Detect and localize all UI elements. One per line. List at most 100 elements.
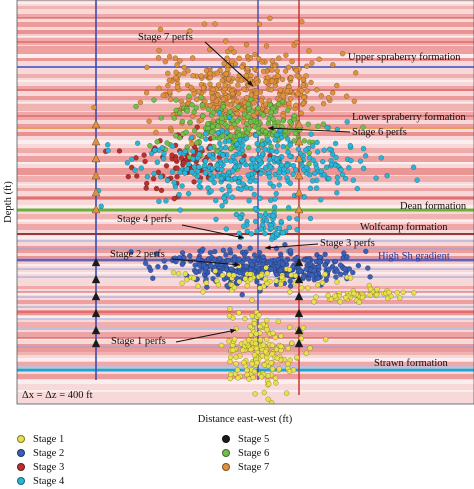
event-point — [161, 150, 167, 157]
event-point — [322, 271, 328, 277]
event-point — [339, 171, 346, 178]
event-point — [279, 134, 285, 141]
event-point — [236, 244, 243, 250]
event-point — [303, 147, 309, 153]
event-point — [251, 100, 257, 106]
event-point — [323, 336, 329, 343]
legend-item: Stage 5 — [222, 433, 269, 445]
event-point — [263, 43, 270, 49]
event-point — [173, 133, 179, 139]
event-point — [184, 166, 190, 172]
red-band — [17, 58, 474, 61]
event-point — [250, 374, 256, 381]
event-point — [150, 275, 156, 281]
event-point — [332, 140, 339, 147]
event-point — [173, 107, 179, 114]
event-point — [173, 69, 179, 76]
event-point — [256, 312, 262, 318]
event-point — [142, 260, 149, 266]
event-point — [295, 91, 301, 97]
event-point — [251, 191, 258, 198]
event-point — [133, 103, 139, 110]
event-point — [264, 137, 271, 143]
event-point — [230, 272, 237, 278]
event-point — [367, 286, 374, 292]
formation-label: High Sh gradient — [378, 251, 450, 262]
perf-marker — [91, 136, 101, 146]
event-point — [189, 55, 196, 61]
perf-marker — [294, 119, 304, 129]
event-point — [310, 157, 316, 163]
event-point — [315, 282, 321, 288]
event-point — [231, 336, 238, 342]
event-point — [265, 396, 271, 402]
event-point — [278, 218, 284, 225]
event-point — [213, 197, 219, 204]
red-band — [17, 168, 474, 175]
event-point — [248, 231, 255, 237]
event-point — [294, 254, 300, 261]
event-point — [231, 257, 238, 263]
event-point — [184, 108, 190, 114]
event-point — [289, 340, 295, 346]
event-point — [169, 152, 175, 158]
event-point — [303, 266, 309, 272]
event-point — [249, 313, 255, 319]
white-band — [17, 205, 474, 209]
event-point — [171, 179, 177, 186]
event-point — [355, 262, 362, 269]
event-point — [219, 133, 226, 139]
event-point — [286, 100, 292, 107]
formation-label: Upper spraberry formation — [348, 52, 461, 63]
event-point — [334, 279, 340, 285]
event-point — [270, 330, 276, 336]
event-point — [276, 169, 282, 176]
event-point — [273, 148, 280, 155]
event-point — [245, 101, 251, 107]
arrow-line — [175, 329, 237, 343]
legend-item: Stage 3 — [17, 461, 64, 473]
event-point — [221, 195, 227, 201]
event-point — [258, 374, 265, 380]
event-point — [196, 132, 202, 138]
event-point — [234, 367, 241, 373]
event-point — [263, 348, 269, 355]
event-point — [202, 170, 209, 176]
event-point — [219, 115, 225, 122]
event-point — [184, 276, 190, 283]
event-point — [226, 313, 233, 319]
event-point — [273, 156, 280, 162]
event-point — [316, 259, 323, 265]
event-point — [236, 150, 243, 157]
event-point — [252, 391, 258, 397]
perf-label: Stage 6 perfs — [352, 127, 407, 138]
arrow-line — [204, 41, 254, 87]
event-point — [293, 39, 300, 46]
event-point — [169, 143, 176, 149]
event-point — [309, 60, 315, 66]
event-point — [134, 140, 141, 146]
perf-marker — [294, 187, 304, 197]
event-point — [152, 147, 158, 153]
event-point — [287, 153, 293, 159]
event-point — [209, 123, 216, 130]
event-point — [156, 198, 162, 205]
event-point — [173, 97, 179, 103]
event-point — [265, 74, 271, 81]
event-point — [200, 246, 206, 253]
event-point — [254, 140, 260, 147]
event-point — [351, 290, 357, 297]
event-point — [244, 65, 251, 72]
event-point — [274, 355, 280, 361]
red-band — [17, 46, 474, 54]
perf-marker — [91, 274, 101, 284]
event-point — [303, 164, 310, 171]
perf-marker — [294, 257, 304, 267]
event-point — [226, 272, 232, 278]
event-point — [224, 55, 230, 61]
event-point — [223, 252, 229, 258]
event-point — [303, 73, 309, 79]
event-point — [254, 264, 260, 270]
event-point — [223, 129, 230, 136]
event-point — [162, 264, 168, 270]
